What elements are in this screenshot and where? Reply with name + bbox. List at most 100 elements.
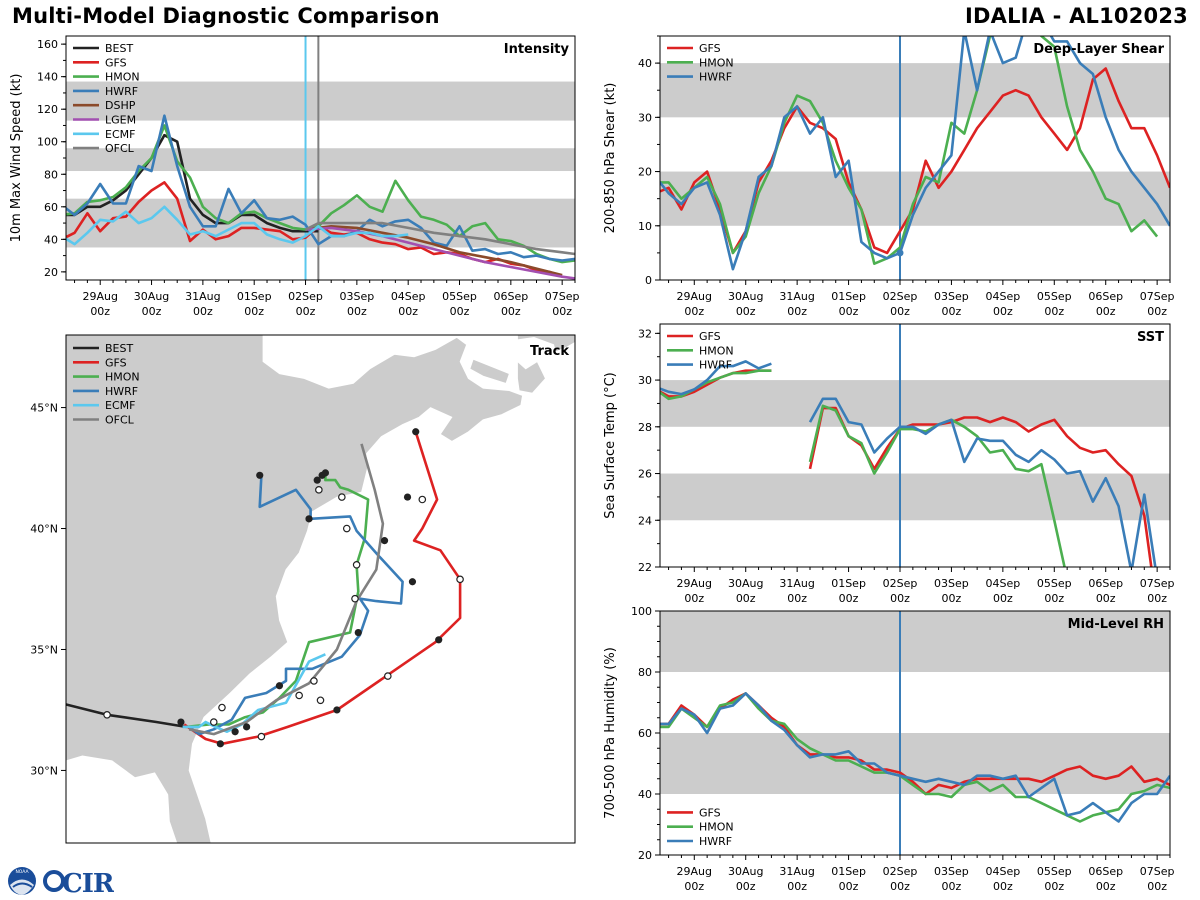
track-line-ecmf [182, 653, 326, 733]
x-tick-label: 00z [244, 305, 264, 318]
y-tick-label: 20 [638, 849, 652, 862]
land-area [66, 335, 523, 843]
x-tick-label: 00z [501, 305, 521, 318]
y-tick-label: 40 [638, 57, 652, 70]
x-tick-label: 00z [450, 305, 470, 318]
x-tick-label: 00z [1044, 305, 1064, 318]
track-position-marker [305, 515, 313, 523]
x-tick-label: 00z [736, 592, 756, 605]
plot-frame [659, 35, 1171, 281]
y-axis-title: Sea Surface Temp (°C) [603, 372, 618, 519]
panel-sst: 22 24 26 28 30 32 29Aug 00z 30Aug 00z 31Aug 00z 01Se… [603, 323, 1175, 605]
series-line-lgem [305, 226, 575, 280]
track-line-gfs [183, 431, 462, 746]
y-axis-title: 700-500 hPa Humidity (%) [603, 647, 618, 819]
panel-title: Mid-Level RH [1068, 617, 1164, 632]
y-tick-label: 140 [37, 71, 58, 84]
legend-label: HWRF [105, 385, 138, 398]
x-tick-label: 00z [1096, 305, 1116, 318]
x-tick-label: 00z [684, 305, 704, 318]
track-position-marker [418, 495, 427, 504]
lat-tick-label: 40°N [30, 523, 58, 536]
x-tick-label: 02Sep [288, 290, 323, 303]
track-position-marker [354, 628, 362, 637]
y-tick-label: 26 [638, 468, 652, 481]
figure-title: Multi-Model Diagnostic Comparison [12, 4, 440, 28]
x-tick-label: 06Sep [1088, 865, 1123, 878]
legend-label: HMON [105, 371, 140, 384]
legend-label: GFS [699, 42, 721, 55]
lat-tick-label: 30°N [30, 764, 58, 777]
x-tick-label: 29Aug [677, 865, 712, 878]
track-position-marker [177, 718, 185, 726]
x-tick-label: 06Sep [1088, 290, 1123, 303]
cira-logo: NOAA CIRA [8, 867, 114, 898]
series-line-hwrf [660, 36, 1170, 271]
track-position-marker [435, 636, 443, 644]
series-line-dshp [305, 225, 563, 277]
track-position-marker [295, 691, 303, 700]
track-position-marker [310, 677, 318, 685]
y-tick-label: 20 [638, 166, 652, 179]
shaded-band [660, 63, 1170, 118]
series-line-hwrf [660, 360, 1157, 567]
track-position-marker [313, 476, 321, 484]
lat-tick-label: 35°N [30, 643, 58, 656]
x-tick-label: 29Aug [677, 577, 712, 590]
land-area [469, 358, 510, 384]
x-tick-label: 00z [1147, 880, 1167, 893]
shaded-band [660, 473, 1170, 521]
y-axis-title: 10m Max Wind Speed (kt) [9, 74, 24, 243]
y-tick-label: 0 [645, 274, 652, 287]
series-line-hwrf [66, 114, 575, 262]
track-line-best [66, 703, 187, 729]
x-tick-label: 04Sep [985, 290, 1020, 303]
x-tick-label: 00z [1044, 592, 1064, 605]
track-position-marker [243, 723, 251, 731]
track-position-marker [216, 740, 224, 748]
track-position-marker [338, 493, 346, 501]
x-tick-label: 00z [787, 305, 807, 318]
legend-label: HWRF [699, 71, 732, 84]
x-tick-label: 00z [347, 305, 367, 318]
x-tick-label: 05Sep [1037, 865, 1072, 878]
legend-label: BEST [105, 342, 133, 355]
x-tick-label: 00z [142, 305, 162, 318]
x-tick-label: 00z [942, 592, 962, 605]
x-tick-label: 00z [1096, 880, 1116, 893]
track-line-ofcl [188, 443, 385, 736]
x-tick-label: 29Aug [677, 290, 712, 303]
x-tick-label: 00z [1147, 305, 1167, 318]
x-tick-label: 31Aug [185, 290, 220, 303]
legend-label: BEST [105, 42, 133, 55]
y-tick-label: 32 [638, 327, 652, 340]
track-position-marker [456, 575, 464, 584]
x-tick-label: 00z [736, 305, 756, 318]
panel-title: Intensity [504, 42, 570, 57]
track-position-marker [316, 696, 325, 705]
x-tick-label: 00z [1044, 880, 1064, 893]
panel-rh: 20 40 60 80 100 29Aug 00z 30Aug 00z 31Aug 00z 01Sep… [603, 605, 1175, 893]
x-tick-label: 00z [942, 880, 962, 893]
track-line-hmon [185, 472, 370, 729]
land-area [517, 360, 546, 394]
legend-label: ECMF [105, 128, 135, 141]
x-tick-label: 04Sep [985, 865, 1020, 878]
x-tick-label: 04Sep [391, 290, 426, 303]
panel-title: Track [530, 344, 569, 359]
x-tick-label: 00z [787, 880, 807, 893]
noaa-text: NOAA [15, 869, 29, 875]
x-tick-label: 03Sep [934, 865, 969, 878]
x-tick-label: 00z [890, 592, 910, 605]
legend-label: GFS [105, 356, 127, 369]
x-tick-label: 06Sep [493, 290, 528, 303]
x-tick-label: 04Sep [985, 577, 1020, 590]
track-position-marker [380, 537, 389, 545]
x-tick-label: 07Sep [1140, 865, 1175, 878]
y-tick-label: 60 [638, 727, 652, 740]
x-tick-label: 00z [993, 305, 1013, 318]
y-tick-label: 30 [638, 374, 652, 387]
